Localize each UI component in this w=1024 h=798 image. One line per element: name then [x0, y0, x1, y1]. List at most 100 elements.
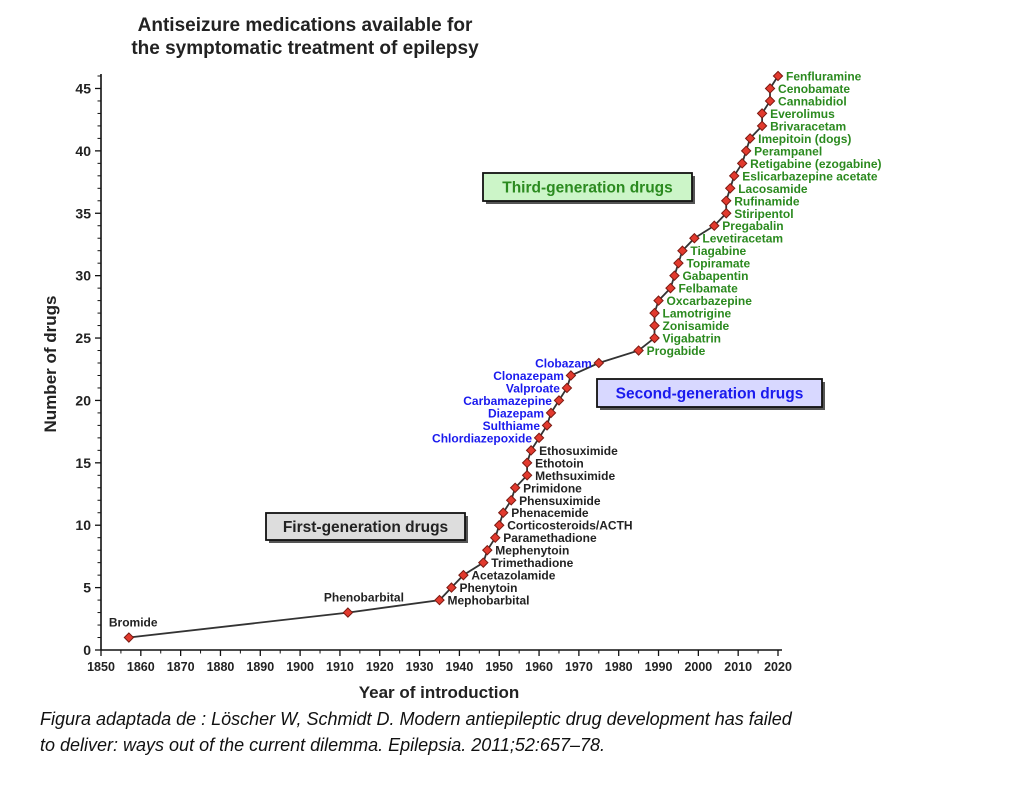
drug-name-label: Methsuximide: [535, 469, 615, 483]
data-point-marker: [740, 145, 752, 157]
data-point-marker: [744, 133, 756, 144]
data-point-marker: [653, 295, 664, 306]
x-tick-label: 1980: [605, 660, 633, 674]
x-axis-label: Year of introduction: [359, 683, 520, 700]
data-point-marker: [342, 607, 354, 618]
drug-name-label: Lacosamide: [738, 182, 808, 196]
data-point-marker: [665, 282, 676, 294]
generation-box-label: Third-generation drugs: [502, 180, 673, 197]
data-point-marker: [481, 544, 493, 556]
drug-name-label: Phenobarbital: [324, 591, 404, 605]
data-point-marker: [728, 170, 740, 182]
data-point-marker: [764, 95, 776, 107]
axes: 1850 1860 1870 1880 1890 1900 1910 1920 1930 1940…: [75, 74, 792, 674]
y-tick-label: 20: [75, 392, 91, 408]
x-tick-label: 1860: [127, 660, 155, 674]
drug-name-label: Clonazepam: [493, 369, 564, 383]
data-point-marker: [561, 382, 573, 394]
chart-title-line-1: Antiseizure medications available for: [137, 15, 473, 36]
y-axis-label: Number of drugs: [41, 296, 60, 433]
x-tick-label: 1970: [565, 660, 593, 674]
second-generation-box: Second-generation drugs: [596, 378, 825, 410]
data-point-marker: [756, 108, 768, 119]
data-point-marker: [521, 457, 533, 469]
generation-boxes: First-generation drugs Second-generation …: [265, 172, 825, 543]
y-tick-label: 10: [75, 517, 91, 533]
x-tick-label: 2020: [764, 660, 792, 674]
drug-name-label: Topiramate: [686, 257, 750, 271]
data-point-marker: [736, 158, 748, 169]
drug-name-label: Fenfluramine: [786, 70, 862, 84]
drug-name-label: Ethosuximide: [539, 444, 618, 458]
y-tick-label: 15: [75, 455, 91, 471]
drug-name-label: Felbamate: [678, 282, 738, 296]
drug-name-label: Paramethadione: [503, 531, 597, 545]
x-tick-label: 1920: [366, 660, 394, 674]
drug-name-label: Carbamazepine: [463, 394, 552, 408]
x-tick-label: 1930: [406, 660, 434, 674]
drug-name-label: Imepitoin (dogs): [758, 132, 851, 146]
drug-name-label: Progabide: [647, 344, 706, 358]
data-point-marker: [593, 357, 605, 369]
data-point-marker: [764, 83, 776, 94]
box-frame: [596, 378, 823, 408]
data-point-marker: [446, 582, 457, 593]
x-tick-label: 1870: [167, 660, 195, 674]
drug-name-label: Primidone: [523, 481, 582, 495]
x-tick-label: 2010: [724, 660, 752, 674]
data-point-marker: [677, 245, 688, 257]
first-generation-box: First-generation drugs: [265, 512, 468, 543]
caption-line-2: to deliver: ways out of the current dile…: [40, 735, 605, 755]
box-frame: [265, 512, 466, 541]
data-point-marker: [509, 482, 521, 494]
drug-name-label: Phenytoin: [459, 581, 517, 595]
data-point-marker: [434, 594, 445, 606]
x-tick-label: 1850: [87, 660, 115, 674]
drug-name-label: Zonisamide: [663, 319, 730, 333]
y-tick-label: 45: [75, 80, 91, 96]
y-tick-label: 0: [83, 642, 91, 658]
data-point-marker: [772, 70, 784, 82]
data-point-marker: [649, 307, 660, 319]
data-point-marker: [525, 445, 537, 456]
y-tick-label: 40: [75, 143, 91, 159]
drug-name-label: Vigabatrin: [663, 332, 721, 346]
drug-name-label: Phenacemide: [511, 506, 589, 520]
y-tick-label: 25: [75, 330, 91, 346]
data-point-marker: [505, 494, 517, 506]
data-point-marker: [497, 507, 509, 519]
data-point-marker: [673, 257, 684, 269]
third-generation-box: Third-generation drugs: [482, 172, 695, 204]
drug-name-label: Tiagabine: [690, 244, 746, 258]
data-point-marker: [720, 207, 732, 219]
data-point-marker: [565, 370, 577, 381]
data-point-marker: [708, 220, 720, 232]
drug-name-label: Pregabalin: [722, 219, 783, 233]
x-tick-label: 1910: [326, 660, 354, 674]
drug-name-label: Clobazam: [535, 357, 592, 371]
drug-name-label: Eslicarbazepine acetate: [742, 169, 878, 183]
x-tick-label: 1940: [446, 660, 474, 674]
drug-name-label: Lamotrigine: [663, 307, 732, 321]
data-point-marker: [477, 557, 489, 568]
data-point-marker: [689, 232, 700, 244]
drug-name-label: Gabapentin: [682, 269, 748, 283]
x-tick-label: 2000: [684, 660, 712, 674]
data-point-marker: [123, 632, 135, 643]
data-point-marker: [521, 469, 533, 481]
data-point-marker: [649, 332, 660, 344]
drug-name-label: Stiripentol: [734, 207, 793, 221]
data-point-marker: [533, 432, 545, 444]
data-point-marker: [493, 519, 505, 531]
drug-name-label: Diazepam: [488, 406, 544, 420]
y-tick-label: 30: [75, 268, 91, 284]
y-tick-label: 35: [75, 205, 91, 221]
drug-name-label: Perampanel: [754, 144, 822, 158]
drug-name-label: Valproate: [506, 381, 560, 395]
drug-name-label: Mephenytoin: [495, 544, 569, 558]
drug-name-label: Trimethadione: [491, 556, 573, 570]
data-point-marker: [633, 345, 644, 356]
drug-name-label: Cannabidiol: [778, 94, 847, 108]
drug-name-label: Mephobarbital: [448, 594, 530, 608]
chart-title: Antiseizure medications available for th…: [90, 14, 520, 60]
